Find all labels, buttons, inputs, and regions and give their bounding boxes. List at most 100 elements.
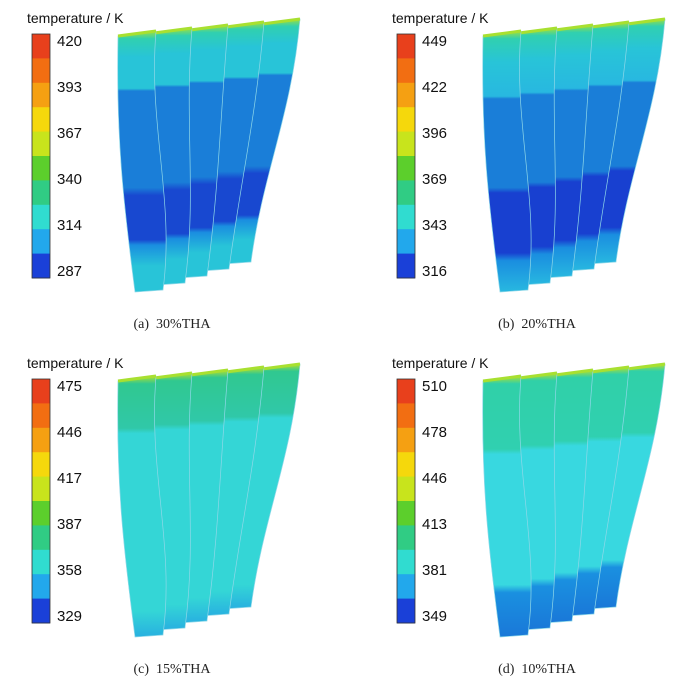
colorbar-band: [32, 204, 50, 230]
colorbar-frame: [396, 33, 416, 279]
colorbar-tick-label: 475: [57, 378, 82, 395]
colorbar-band: [397, 598, 415, 624]
colorbar-band: [32, 452, 50, 478]
blade-tip: [261, 17, 301, 26]
legend-title: temperature / K: [392, 10, 489, 26]
colorbar-tick-label: 367: [57, 125, 82, 142]
colorbar-tick-label: 329: [57, 608, 82, 625]
colorbar-band: [32, 82, 50, 108]
colorbar-band: [32, 501, 50, 526]
colorbar-tick-label: 387: [57, 516, 82, 533]
colorbar-band: [32, 180, 50, 206]
blade-row: [117, 17, 301, 293]
legend-title: temperature / K: [27, 355, 124, 371]
colorbar-band: [32, 403, 50, 429]
blade: [117, 30, 167, 293]
colorbar-tick-label: 369: [422, 171, 447, 188]
blade-tip: [482, 29, 522, 38]
blade: [117, 375, 167, 638]
colorbar-tick-label: 314: [57, 217, 82, 234]
colorbar-band: [32, 131, 50, 157]
caption: (c) 15%THA: [134, 662, 212, 677]
colorbar-band: [32, 229, 50, 255]
blade-tip: [518, 26, 558, 35]
colorbar-tick-label: 422: [422, 79, 447, 96]
colorbar-band: [32, 598, 50, 624]
colorbar-band: [397, 476, 415, 502]
colorbar-frame: [396, 378, 416, 624]
colorbar-band: [397, 131, 415, 157]
colorbar-band: [32, 253, 50, 279]
colorbar-band: [397, 82, 415, 108]
colorbar-frame: [31, 378, 51, 624]
caption: (b) 20%THA: [498, 317, 577, 332]
colorbar-band: [397, 180, 415, 206]
colorbar-band: [32, 58, 50, 84]
panel: temperature / K 449 422 396 369 343 316 (b) 20%…: [392, 10, 666, 332]
blade-row: [482, 17, 666, 293]
colorbar-tick-label: 396: [422, 125, 447, 142]
blade-tip: [626, 362, 666, 371]
colorbar-tick-label: 381: [422, 562, 447, 579]
colorbar-band: [32, 156, 50, 181]
blade-tip: [482, 374, 522, 383]
colorbar-band: [32, 525, 50, 551]
colorbar-tick-label: 510: [422, 378, 447, 395]
colorbar-band: [32, 34, 50, 59]
colorbar-tick-label: 417: [57, 470, 82, 487]
panel: temperature / K 475 446 417 387 358 329 (c) 15%…: [27, 355, 301, 677]
blade-tip: [153, 26, 193, 35]
colorbar-band: [32, 427, 50, 453]
colorbar-tick-label: 413: [422, 516, 447, 533]
colorbar-tick-label: 343: [422, 217, 447, 234]
blade-tip: [225, 20, 265, 29]
blade-tip: [117, 29, 157, 38]
blade-tip: [189, 23, 229, 32]
colorbar-band: [397, 525, 415, 551]
blade-tip: [554, 368, 594, 377]
colorbar-tick-label: 287: [57, 263, 82, 280]
colorbar-band: [397, 253, 415, 279]
colorbar-band: [397, 452, 415, 478]
blade-tip: [225, 365, 265, 374]
caption: (d) 10%THA: [498, 662, 577, 677]
blade-tip: [590, 365, 630, 374]
colorbar-band: [397, 427, 415, 453]
colorbar-band: [32, 107, 50, 133]
blade-row: [117, 362, 301, 638]
colorbar-band: [32, 549, 50, 575]
colorbar-band: [397, 156, 415, 181]
colorbar-tick-label: 446: [422, 470, 447, 487]
colorbar-band: [397, 58, 415, 84]
colorbar-band: [397, 574, 415, 600]
colorbar-frame: [31, 33, 51, 279]
caption: (a) 30%THA: [134, 317, 212, 332]
legend-title: temperature / K: [392, 355, 489, 371]
colorbar-band: [397, 403, 415, 429]
colorbar-band: [397, 229, 415, 255]
blade: [482, 30, 532, 293]
panel: temperature / K 420 393 367 340 314 287 (a) 30%…: [27, 10, 301, 332]
blade-tip: [554, 23, 594, 32]
colorbar-tick-label: 316: [422, 263, 447, 280]
blade-tip: [189, 368, 229, 377]
panel: temperature / K 510 478 446 413 381 349 (d) 10%…: [392, 355, 666, 677]
colorbar-band: [397, 107, 415, 133]
blade: [482, 375, 532, 638]
colorbar-tick-label: 446: [57, 424, 82, 441]
colorbar-band: [397, 204, 415, 230]
blade-row: [482, 362, 666, 638]
colorbar-tick-label: 340: [57, 171, 82, 188]
colorbar-tick-label: 420: [57, 33, 82, 50]
blade-tip: [518, 371, 558, 380]
colorbar-band: [32, 574, 50, 600]
colorbar-tick-label: 449: [422, 33, 447, 50]
colorbar-band: [397, 379, 415, 404]
colorbar-band: [32, 379, 50, 404]
colorbar-band: [32, 476, 50, 502]
legend-title: temperature / K: [27, 10, 124, 26]
blade-tip: [261, 362, 301, 371]
blade-tip: [117, 374, 157, 383]
colorbar-tick-label: 478: [422, 424, 447, 441]
